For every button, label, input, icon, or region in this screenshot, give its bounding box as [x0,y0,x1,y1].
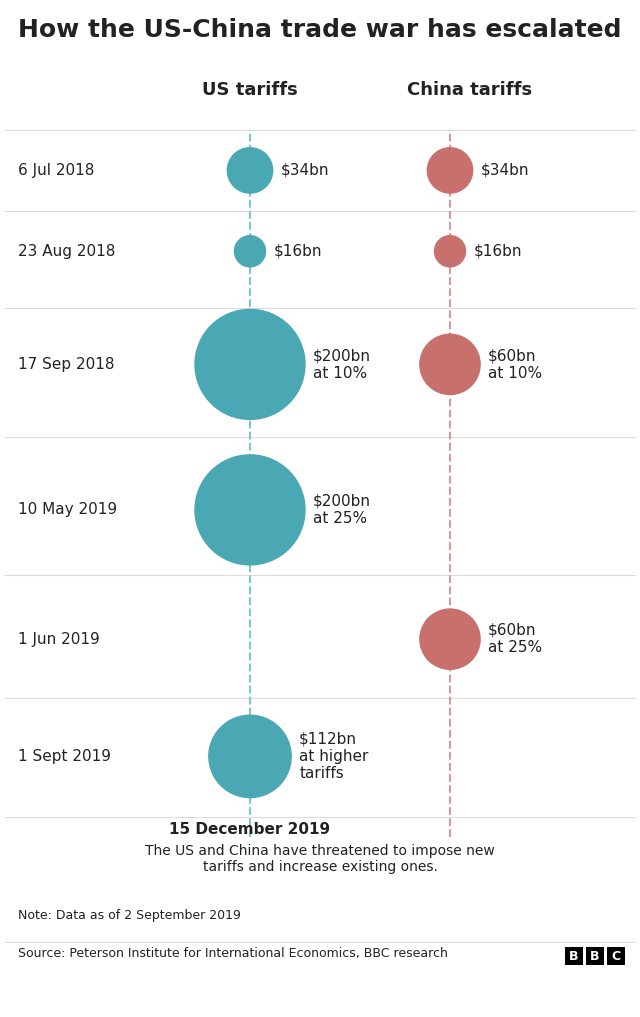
Text: $112bn
at higher
tariffs: $112bn at higher tariffs [299,731,369,781]
Text: Note: Data as of 2 September 2019: Note: Data as of 2 September 2019 [18,909,241,922]
Text: 6 Jul 2018: 6 Jul 2018 [18,163,94,178]
Text: B: B [569,950,579,962]
Text: $60bn
at 10%: $60bn at 10% [488,348,542,380]
Text: $16bn: $16bn [273,244,322,258]
Circle shape [195,309,305,419]
Circle shape [428,147,473,193]
Text: How the US-China trade war has escalated: How the US-China trade war has escalated [18,18,621,42]
Circle shape [195,455,305,564]
Text: $200bn
at 10%: $200bn at 10% [313,348,371,380]
Text: China tariffs: China tariffs [408,81,532,99]
Text: 15 December 2019: 15 December 2019 [170,822,331,837]
Circle shape [209,715,291,797]
Text: 10 May 2019: 10 May 2019 [18,502,117,518]
Text: 1 Jun 2019: 1 Jun 2019 [18,632,100,647]
Text: C: C [611,950,621,962]
Text: $60bn
at 25%: $60bn at 25% [488,623,542,655]
Text: $200bn
at 25%: $200bn at 25% [313,493,371,526]
Text: 17 Sep 2018: 17 Sep 2018 [18,357,115,372]
Text: 1 Sept 2019: 1 Sept 2019 [18,749,111,764]
Circle shape [420,609,480,669]
Circle shape [435,236,465,266]
FancyBboxPatch shape [607,947,625,965]
Text: US tariffs: US tariffs [202,81,298,99]
Text: Source: Peterson Institute for International Economics, BBC research: Source: Peterson Institute for Internati… [18,947,448,960]
Text: B: B [590,950,600,962]
Text: The US and China have threatened to impose new
tariffs and increase existing one: The US and China have threatened to impo… [145,844,495,875]
Text: 23 Aug 2018: 23 Aug 2018 [18,244,115,258]
Text: $34bn: $34bn [281,163,329,178]
FancyBboxPatch shape [586,947,604,965]
FancyBboxPatch shape [565,947,583,965]
Circle shape [234,236,266,266]
Text: $34bn: $34bn [481,163,529,178]
Circle shape [420,335,480,395]
Circle shape [227,147,273,193]
Text: $16bn: $16bn [474,244,522,258]
